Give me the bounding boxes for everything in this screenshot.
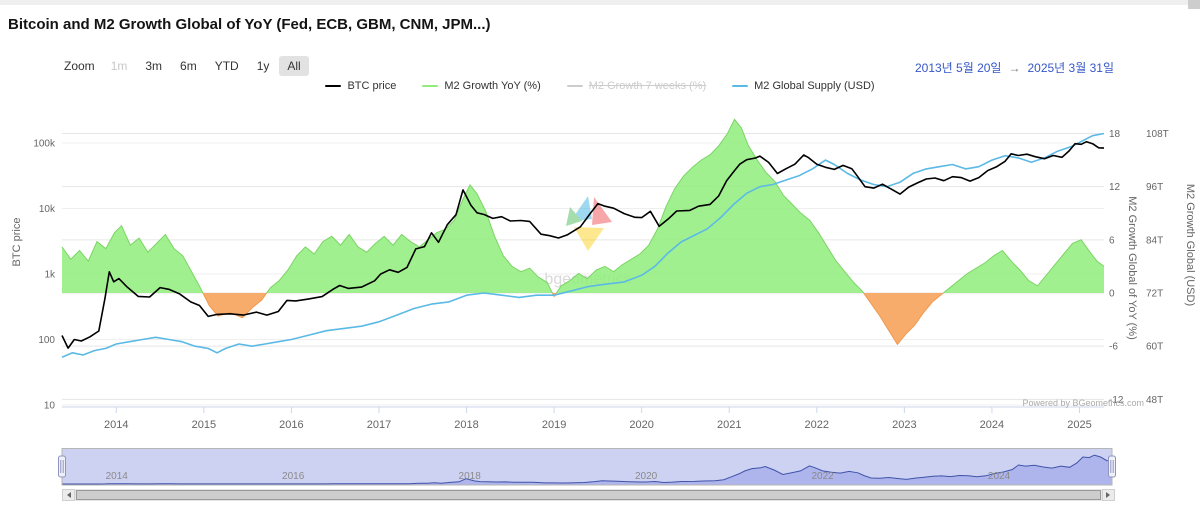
range-from[interactable]: 2013년 5월 20일 [914,61,1002,75]
svg-text:2020: 2020 [635,471,658,482]
svg-text:100k: 100k [33,139,56,150]
svg-text:2024: 2024 [980,419,1004,431]
svg-text:2025: 2025 [1067,419,1091,431]
zoom-toolbar: Zoom 1m 3m 6m YTD 1y All [64,56,309,76]
svg-text:2024: 2024 [988,471,1011,482]
navigator-series-area [62,455,1112,485]
legend-label: M2 Growth YoY (%) [444,80,541,92]
range-to[interactable]: 2025년 3월 31일 [1027,61,1114,75]
y-axis-btc-labels: 10 100 1k 10k 100k [33,139,56,412]
svg-text:100: 100 [38,335,55,346]
y-axis-pct-labels: -12 -6 0 6 12 18 [1109,129,1124,406]
legend-label: BTC price [347,80,397,92]
svg-text:-6: -6 [1109,342,1118,353]
zoom-buttons: 1m 3m 6m YTD 1y All [103,56,309,76]
scrollbar-left-button[interactable] [62,489,75,501]
legend: BTC price M2 Growth YoY (%) M2 Growth 7 we… [0,80,1200,92]
scroll-right-icon [1106,492,1113,498]
btc-price-line [61,140,1105,349]
legend-label: M2 Growth 7 weeks (%) [588,80,707,92]
svg-text:2014: 2014 [104,419,128,431]
svg-text:2019: 2019 [542,419,566,431]
zoom-button-1y[interactable]: 1y [256,59,270,73]
svg-text:10k: 10k [39,204,56,215]
legend-item-m2-global-supply-usd-[interactable]: M2 Global Supply (USD) [732,80,875,92]
scroll-corner [1188,0,1200,9]
svg-text:48T: 48T [1146,395,1163,406]
navigator[interactable]: 2014 2016 2018 2020 2022 2024 [0,448,1200,488]
zoom-button-3m[interactable]: 3m [145,59,163,73]
legend-item-m2-growth-7-weeks-[interactable]: M2 Growth 7 weeks (%) [566,80,707,92]
m2-growth-line-negative [202,293,945,346]
y-axis-usd-labels: 48T 60T 72T 84T 96T 108T [1146,129,1169,406]
m2-supply-line [61,132,1105,358]
chart-title: Bitcoin and M2 Growth Global of YoY (Fed… [8,16,491,33]
axis-title-m2-supply: M2 Growth Global (USD) [1184,184,1196,306]
gridlines [62,133,1104,406]
m2-growth-line [61,118,1105,293]
svg-text:0: 0 [1109,289,1115,300]
svg-text:60T: 60T [1146,342,1163,353]
svg-text:108T: 108T [1146,129,1169,140]
svg-text:2022: 2022 [805,419,829,431]
svg-text:6: 6 [1109,235,1115,246]
svg-text:2016: 2016 [279,419,303,431]
svg-text:2023: 2023 [892,419,916,431]
m2-growth-area-negative [62,293,1104,345]
legend-marker-icon [732,85,749,87]
range-arrow-icon: → [1008,61,1021,75]
svg-text:2022: 2022 [811,471,834,482]
zoom-button-all[interactable]: All [279,56,309,76]
legend-marker-icon [325,85,342,87]
scrollbar-track[interactable] [75,489,1102,501]
main-chart-canvas[interactable]: bgeometrics20142015201620172018201920202… [0,100,1200,445]
axis-title-btc-price: BTC price [11,218,23,267]
zoom-button-6m[interactable]: 6m [180,59,197,73]
svg-text:10: 10 [44,401,56,412]
navigator-series-line [62,454,1113,485]
legend-marker-icon [422,85,439,87]
svg-text:12: 12 [1109,182,1121,193]
navigator-x-labels: 2014 2016 2018 2020 2022 2024 [106,471,1011,482]
svg-text:2015: 2015 [192,419,216,431]
svg-text:2018: 2018 [454,419,478,431]
svg-text:18: 18 [1109,129,1121,140]
axis-title-m2-growth: M2 Growth Global of YoY (%) [1126,196,1138,339]
legend-item-m2-growth-yoy-[interactable]: M2 Growth YoY (%) [422,80,541,92]
svg-text:2021: 2021 [717,419,741,431]
scrollbar-right-button[interactable] [1102,489,1115,501]
top-strip [0,0,1200,5]
scrollbar [62,489,1115,501]
zoom-button-1m[interactable]: 1m [110,59,128,73]
m2-growth-area-positive [62,119,1104,293]
legend-item-btc-price[interactable]: BTC price [325,80,396,92]
svg-text:2014: 2014 [106,471,129,482]
svg-text:2018: 2018 [459,471,482,482]
legend-marker-icon [566,85,583,87]
scrollbar-thumb[interactable] [76,490,1101,500]
svg-text:2020: 2020 [629,419,653,431]
svg-text:96T: 96T [1146,182,1163,193]
legend-label: M2 Global Supply (USD) [754,80,875,92]
svg-text:1k: 1k [44,270,56,281]
svg-text:2016: 2016 [282,471,305,482]
svg-text:-12: -12 [1109,395,1124,406]
svg-text:84T: 84T [1146,235,1163,246]
zoom-button-ytd[interactable]: YTD [214,59,239,73]
navigator-handle-left[interactable] [58,455,66,478]
scroll-left-icon [64,492,71,498]
zoom-label: Zoom [64,59,95,73]
range-display[interactable]: 2013년 5월 20일 → 2025년 3월 31일 [915,59,1114,76]
svg-text:2017: 2017 [367,419,391,431]
watermark-logo [566,196,612,251]
svg-text:72T: 72T [1146,289,1163,300]
powered-by-link[interactable]: Powered by BGeometrics.com [1022,398,1144,408]
navigator-handle-right[interactable] [1108,455,1116,478]
x-axis-labels: 2014 2015 2016 2017 2018 2019 2020 2021 2022 2023… [104,407,1092,431]
